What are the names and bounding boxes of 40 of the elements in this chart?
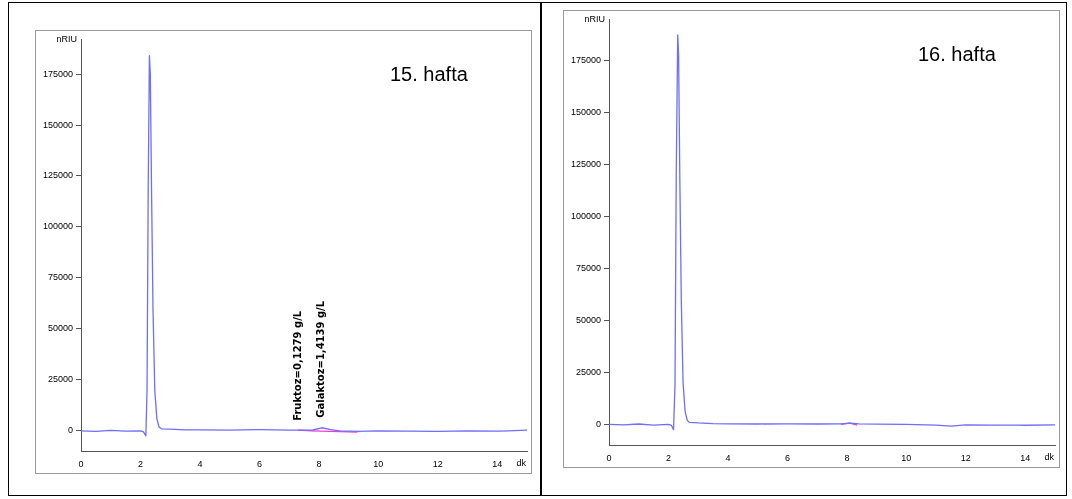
x-tick-label: 10	[901, 453, 912, 464]
x-axis-title: dk	[1044, 452, 1055, 463]
x-tick-label: 6	[784, 453, 790, 464]
y-tick-label: 25000	[48, 374, 74, 385]
text: 16. hafta	[917, 42, 997, 65]
y-tick-label: 75000	[576, 263, 602, 274]
y-axis-title: nRIU	[56, 33, 78, 44]
text: 15. hafta	[389, 62, 469, 85]
annotation: Galaktoz=1,4139 g/L	[315, 300, 327, 418]
y-tick-label: 0	[68, 425, 74, 436]
y-tick-label: 75000	[48, 272, 74, 283]
y-tick-label: 0	[596, 418, 602, 429]
x-axis-title: dk	[516, 458, 527, 469]
y-tick-label: 50000	[576, 315, 602, 326]
y-tick-label: 100000	[570, 211, 602, 222]
y-tick-label: 175000	[570, 55, 602, 66]
x-tick-label: 4	[197, 459, 203, 470]
x-tick-label: 2	[137, 459, 143, 470]
x-tick-label: 8	[316, 459, 322, 470]
x-tick-label: 12	[432, 459, 443, 470]
x-tick-label: 12	[960, 453, 971, 464]
y-tick-label: 25000	[576, 366, 602, 377]
y-tick-label: 100000	[42, 221, 74, 232]
x-tick-label: 8	[844, 453, 850, 464]
x-tick-label: 6	[256, 459, 262, 470]
y-tick-label: 50000	[48, 323, 74, 334]
y-tick-label: 125000	[42, 170, 74, 181]
x-tick-label: 2	[665, 453, 671, 464]
x-tick-label: 0	[78, 459, 84, 470]
x-tick-label: 10	[373, 459, 384, 470]
x-tick-label: 14	[492, 459, 503, 470]
y-axis-title: nRIU	[584, 13, 606, 24]
x-tick-label: 0	[606, 453, 612, 464]
y-tick-label: 125000	[570, 159, 602, 170]
y-tick-label: 150000	[42, 119, 74, 130]
annotation: Fruktoz=0,1279 g/L	[291, 310, 303, 421]
x-tick-label: 14	[1020, 453, 1031, 464]
x-tick-label: 4	[725, 453, 731, 464]
y-tick-label: 175000	[42, 68, 74, 79]
y-tick-label: 150000	[570, 107, 602, 118]
